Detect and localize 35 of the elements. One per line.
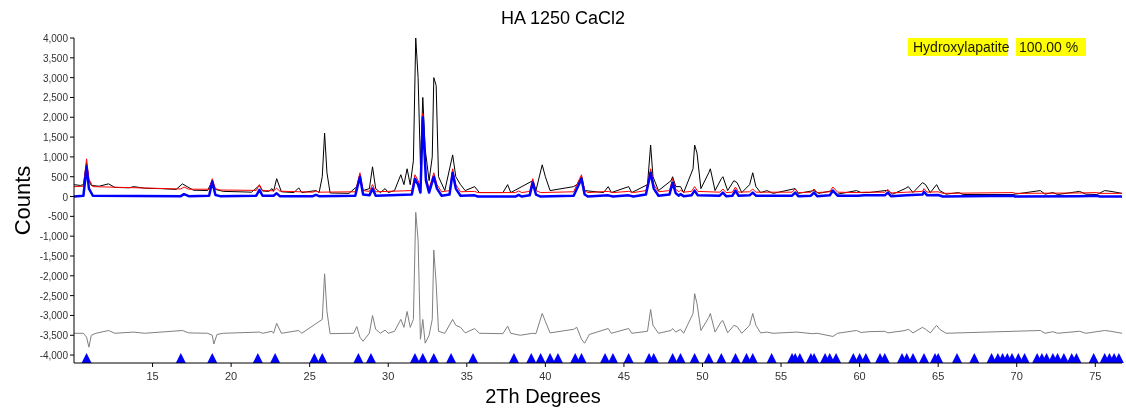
y-tick-label: 4,000: [42, 33, 69, 44]
chart-title: HA 1250 CaCl2: [500, 8, 626, 28]
annotation: 100.00 %: [1019, 39, 1079, 55]
y-tick-label: 1,500: [42, 132, 69, 144]
y-tick-label: -4,000: [39, 350, 69, 362]
y-tick-label: -500: [47, 211, 69, 223]
y-tick-label: -3,500: [39, 330, 69, 342]
y-tick-label: 3,500: [42, 52, 69, 64]
y-tick-label: 1,000: [42, 151, 69, 163]
x-tick-label: 55: [774, 370, 788, 382]
line-series: [73, 211, 1123, 348]
y-tick-label: -1,000: [39, 231, 69, 243]
y-tick-label: 2,000: [42, 112, 69, 124]
y-tick-label: 2,500: [42, 92, 69, 104]
y-axis-title: Counts: [10, 165, 35, 236]
x-tick-label: 35: [460, 370, 473, 382]
x-tick-label: 70: [1010, 370, 1023, 382]
x-tick-label: 25: [303, 370, 316, 382]
x-tick-label: 30: [382, 370, 395, 382]
y-tick-label: 3,000: [42, 72, 69, 84]
x-tick-label: 15: [146, 370, 159, 382]
y-tick-label: -1,500: [39, 250, 69, 262]
x-tick-label: 45: [617, 370, 631, 382]
x-axis-title: 2Th Degrees: [485, 385, 601, 407]
x-tick-label: 40: [539, 370, 552, 382]
y-tick-label: 0: [62, 191, 69, 203]
y-tick-label: 500: [51, 171, 69, 183]
x-tick-label: 65: [932, 370, 945, 382]
x-tick-label: 50: [696, 370, 709, 382]
x-tick-label: 75: [1089, 370, 1102, 382]
y-tick-label: -2,000: [39, 270, 69, 282]
y-tick-label: -3,000: [39, 310, 69, 322]
x-tick-label: 60: [853, 370, 866, 382]
y-tick-label: -2,500: [39, 290, 69, 302]
x-tick-label: 20: [225, 370, 238, 382]
